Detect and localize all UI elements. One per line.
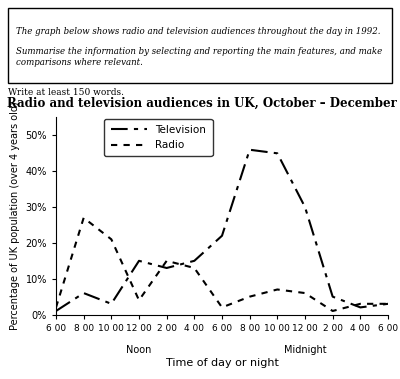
Radio [192, 266, 197, 270]
Text: The graph below shows radio and television audiences throughout the day in 1992.: The graph below shows radio and televisi… [16, 27, 382, 67]
Television [81, 291, 86, 295]
Television [247, 147, 252, 152]
Television [192, 258, 197, 263]
Television [109, 302, 114, 306]
Radio [247, 294, 252, 299]
Television [220, 233, 224, 238]
Television [303, 205, 308, 209]
Text: Radio and television audiences in UK, October – December 1992: Radio and television audiences in UK, Oc… [7, 97, 400, 110]
Television [275, 151, 280, 156]
Radio [330, 309, 335, 313]
Text: Midnight: Midnight [284, 345, 326, 355]
Television [358, 305, 363, 310]
Text: Write at least 150 words.: Write at least 150 words. [8, 88, 124, 97]
Text: Noon: Noon [126, 345, 152, 355]
X-axis label: Time of day or night: Time of day or night [166, 358, 278, 368]
Radio [303, 291, 308, 295]
Radio [358, 302, 363, 306]
Television [330, 294, 335, 299]
Y-axis label: Percentage of UK population (over 4 years old): Percentage of UK population (over 4 year… [10, 102, 20, 330]
Television [386, 302, 390, 306]
Radio [164, 258, 169, 263]
FancyBboxPatch shape [8, 8, 392, 83]
Radio [220, 305, 224, 310]
Radio [386, 302, 390, 306]
Television [137, 258, 142, 263]
Television [164, 266, 169, 270]
Radio [137, 298, 142, 302]
Legend: Television, Radio: Television, Radio [104, 119, 212, 157]
Line: Television: Television [56, 150, 388, 311]
Line: Radio: Radio [56, 218, 388, 311]
Television [54, 309, 58, 313]
Radio [54, 305, 58, 310]
Radio [275, 287, 280, 292]
Radio [109, 237, 114, 241]
Radio [81, 216, 86, 220]
